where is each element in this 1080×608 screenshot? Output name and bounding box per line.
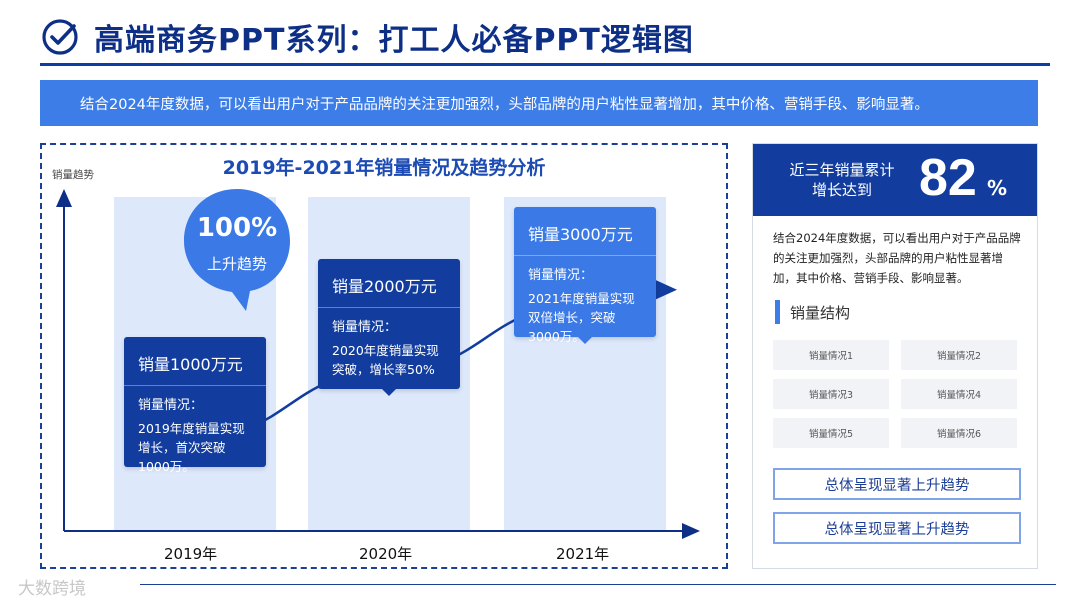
page-title: 高端商务PPT系列：打工人必备PPT逻辑图 [94, 23, 694, 58]
chart-title: 2019年-2021年销量情况及趋势分析 [222, 157, 546, 179]
card-subheading: 销量情况： [138, 398, 204, 413]
structure-item-1: 销量情况1 [773, 340, 889, 370]
speech-bubble-shape [184, 189, 290, 311]
card-heading: 销量1000万元 [124, 337, 266, 386]
summary-description: 结合2024年度数据，可以看出用户对于产品品牌的关注更加强烈，头部品牌的用户粘性… [773, 231, 1021, 285]
trend-button-1[interactable]: 总体呈现显著上升趋势 [773, 468, 1021, 500]
structure-item-4: 销量情况4 [901, 379, 1017, 409]
checkmark-circle-icon [42, 19, 78, 55]
stat-unit: % [987, 176, 1008, 200]
watermark: 大数跨境 [18, 579, 86, 599]
structure-item-6: 销量情况6 [901, 418, 1017, 448]
growth-bubble: 100% 上升趋势 [180, 187, 294, 313]
structure-item-3: 销量情况3 [773, 379, 889, 409]
x-tick-label: 2019年 [164, 545, 218, 563]
summary-panel: 近三年销量累计增长达到 82 % 结合2024年度数据，可以看出用户对于产品品牌… [752, 143, 1038, 569]
sales-card-2020: 销量2000万元 销量情况： 2020年度销量实现突破，增长率50% [318, 259, 460, 396]
card-pointer [382, 389, 396, 396]
chart-panel: 2019年-2021年销量情况及趋势分析 销量趋势 2019年 2020年 2021… [40, 143, 728, 569]
card-heading: 销量2000万元 [318, 259, 460, 308]
intro-text: 结合2024年度数据，可以看出用户对于产品品牌的关注更加强烈，头部品牌的用户粘性… [80, 96, 929, 113]
header-divider [40, 63, 1050, 66]
y-axis-label: 销量趋势 [52, 169, 94, 181]
x-tick-label: 2021年 [556, 545, 610, 563]
section-title: 销量结构 [775, 300, 850, 324]
sales-card-2019: 销量1000万元 销量情况： 2019年度销量实现增长，首次突破1000万。 [124, 337, 266, 474]
stat-box: 近三年销量累计增长达到 82 % [753, 144, 1037, 216]
header: 高端商务PPT系列：打工人必备PPT逻辑图 [40, 12, 694, 62]
intro-banner: 结合2024年度数据，可以看出用户对于产品品牌的关注更加强烈，头部品牌的用户粘性… [40, 80, 1038, 126]
footer-divider [140, 584, 1056, 585]
card-subheading: 销量情况： [528, 268, 594, 283]
stat-value: 82 [919, 149, 977, 207]
bubble-label: 上升趋势 [206, 255, 267, 273]
card-pointer [578, 337, 592, 344]
structure-item-5: 销量情况5 [773, 418, 889, 448]
section-title-text: 销量结构 [790, 303, 851, 322]
card-heading: 销量3000万元 [514, 207, 656, 256]
section-accent-bar [775, 300, 780, 324]
x-tick-label: 2020年 [359, 545, 413, 563]
card-subheading: 销量情况： [332, 320, 398, 335]
card-description: 2021年度销量实现双倍增长，突破3000万。 [528, 291, 635, 344]
card-description: 2019年度销量实现增长，首次突破1000万。 [138, 421, 245, 474]
stat-label: 近三年销量累计增长达到 [789, 161, 895, 199]
bubble-value: 100% [196, 213, 278, 243]
sales-card-2021: 销量3000万元 销量情况： 2021年度销量实现双倍增长，突破3000万。 [514, 207, 656, 344]
trend-button-2[interactable]: 总体呈现显著上升趋势 [773, 512, 1021, 544]
card-description: 2020年度销量实现突破，增长率50% [332, 343, 439, 377]
structure-item-2: 销量情况2 [901, 340, 1017, 370]
